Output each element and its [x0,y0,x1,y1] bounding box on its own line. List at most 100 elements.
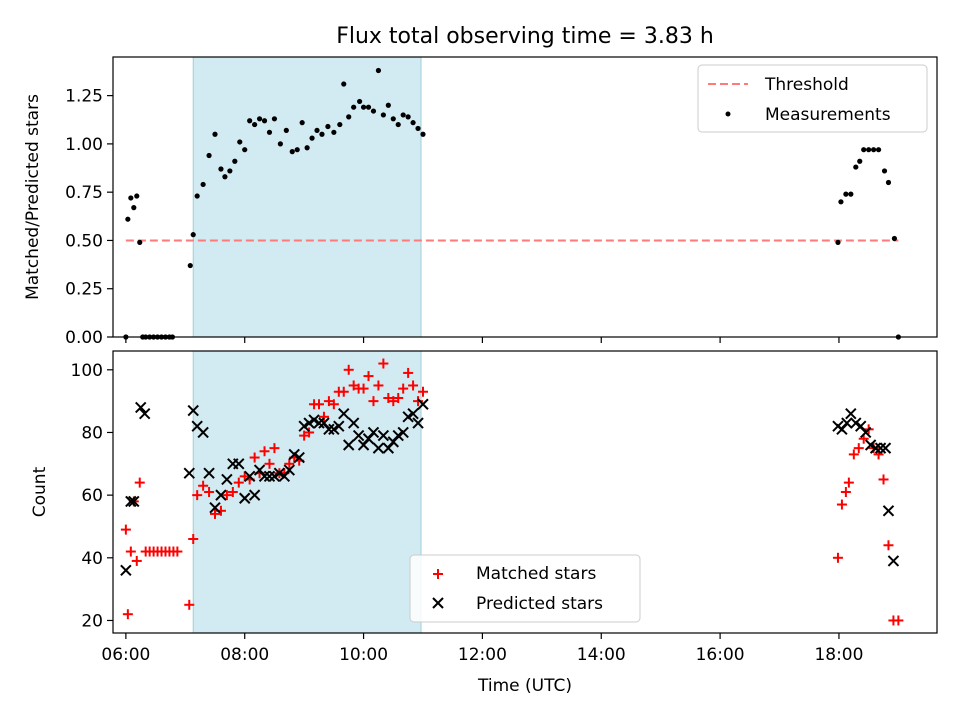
matched-star-point [172,546,183,557]
predicted-star-stroke-b [859,426,872,439]
count-x-tick-label: 18:00 [814,645,863,665]
predicted-star-point [258,470,271,483]
predicted-star-stroke-b [367,426,380,439]
measurement-point [125,216,131,222]
predicted-star-stroke-b [392,429,404,442]
measurement-point [891,235,898,242]
ratio-title: Flux total observing time = 3.83 h [336,24,714,49]
predicted-star-point [882,505,895,517]
measurement-point [289,149,295,155]
measurement-point [390,116,396,122]
matched-star-point [358,383,369,394]
predicted-star-stroke-b [313,417,325,429]
measurement-point [227,168,233,174]
predicted-star-point [298,420,310,432]
matched-star-point [259,446,270,457]
predicted-star-stroke-b [120,564,132,577]
measurement-point [881,168,888,174]
predicted-star-stroke-b [283,464,295,476]
measurement-point [232,158,238,164]
measurement-point [351,104,357,110]
ratio-y-axis-label: Matched/Predicted stars [23,94,43,300]
predicted-star-stroke-b [333,420,345,432]
count-plot-area [120,358,904,626]
predicted-star-point [263,470,276,483]
predicted-star-point [869,442,882,454]
matched-star-point [204,487,215,497]
legend-predicted-swatch [432,597,444,609]
predicted-star-point [215,489,227,501]
count-panel: 20 40 60 80 100 06:00 08:00 10:00 12:00 14:00 16:0… [30,350,938,696]
measurement-point [857,158,863,164]
measurement-point [277,141,283,147]
predicted-star-point [203,467,215,479]
matched-star-point [883,540,894,551]
predicted-star-stroke-b [308,414,320,426]
matched-star-point [848,449,859,460]
count-y-tick-label: 40 [81,549,103,569]
matched-star-point [843,477,854,488]
predicted-star-point [197,426,209,439]
predicted-star-stroke-b [138,407,151,420]
measurement-point [194,193,200,199]
ratio-plot-area [123,67,901,340]
ratio-y-tick-label: 0.50 [65,231,103,251]
measurement-point [385,102,391,108]
matched-star-point [832,552,843,563]
measurement-point [365,104,372,110]
predicted-star-stroke-b [879,442,892,454]
ratio-y-tick-label: 0.25 [65,280,103,300]
predicted-star-point [323,423,335,436]
predicted-star-stroke-b [293,451,305,464]
ratio-y-tick-label: 0.75 [65,183,103,203]
predicted-star-point [407,407,419,420]
measurement-point [341,81,347,87]
predicted-star-point [209,501,221,514]
predicted-star-point [879,442,892,454]
matched-star-point [184,599,195,610]
measurement-point [420,131,426,137]
measurement-point [271,116,278,122]
predicted-star-point [874,442,887,454]
measurement-point [871,147,877,153]
matched-star-point [122,609,133,620]
predicted-star-point [243,470,256,483]
predicted-star-point [343,439,355,451]
matched-star-point [878,474,889,485]
predicted-star-point [239,492,251,504]
predicted-star-stroke-b [850,417,862,429]
predicted-star-stroke-b [347,417,360,429]
measurement-point [134,193,140,199]
predicted-star-point [412,417,424,429]
matched-star-point [233,477,244,488]
predicted-star-stroke-b [397,426,409,439]
ratio-shaded-band [192,56,422,338]
measurement-point [885,179,892,186]
predicted-star-stroke-b [191,420,203,432]
measurement-point [200,181,206,188]
matched-star-point [188,534,199,544]
count-y-axis-label: Count [30,466,50,517]
predicted-star-stroke-b [338,407,350,420]
predicted-star-point [845,407,857,420]
ratio-axis-ticks: 0.00 0.25 0.50 0.75 1.00 1.25 [65,87,840,348]
ratio-legend: Threshold Measurements [697,64,928,133]
predicted-star-point [367,426,380,439]
matched-star-point [131,555,142,566]
measurement-point [206,152,212,159]
predicted-star-point [887,555,900,567]
predicted-star-point [293,451,305,464]
measurement-point [131,205,137,211]
measurement-point [380,112,386,118]
matched-star-point [120,524,131,535]
predicted-star-stroke-b [412,417,424,429]
predicted-star-point [328,423,340,436]
predicted-star-stroke-b [298,420,310,432]
predicted-star-stroke-b [203,467,215,479]
matched-star-point [284,458,295,469]
matched-star-point [125,546,136,557]
measurement-point [331,129,337,135]
predicted-star-stroke-b [197,426,209,439]
predicted-star-point [303,417,315,429]
predicted-star-point [338,407,350,420]
